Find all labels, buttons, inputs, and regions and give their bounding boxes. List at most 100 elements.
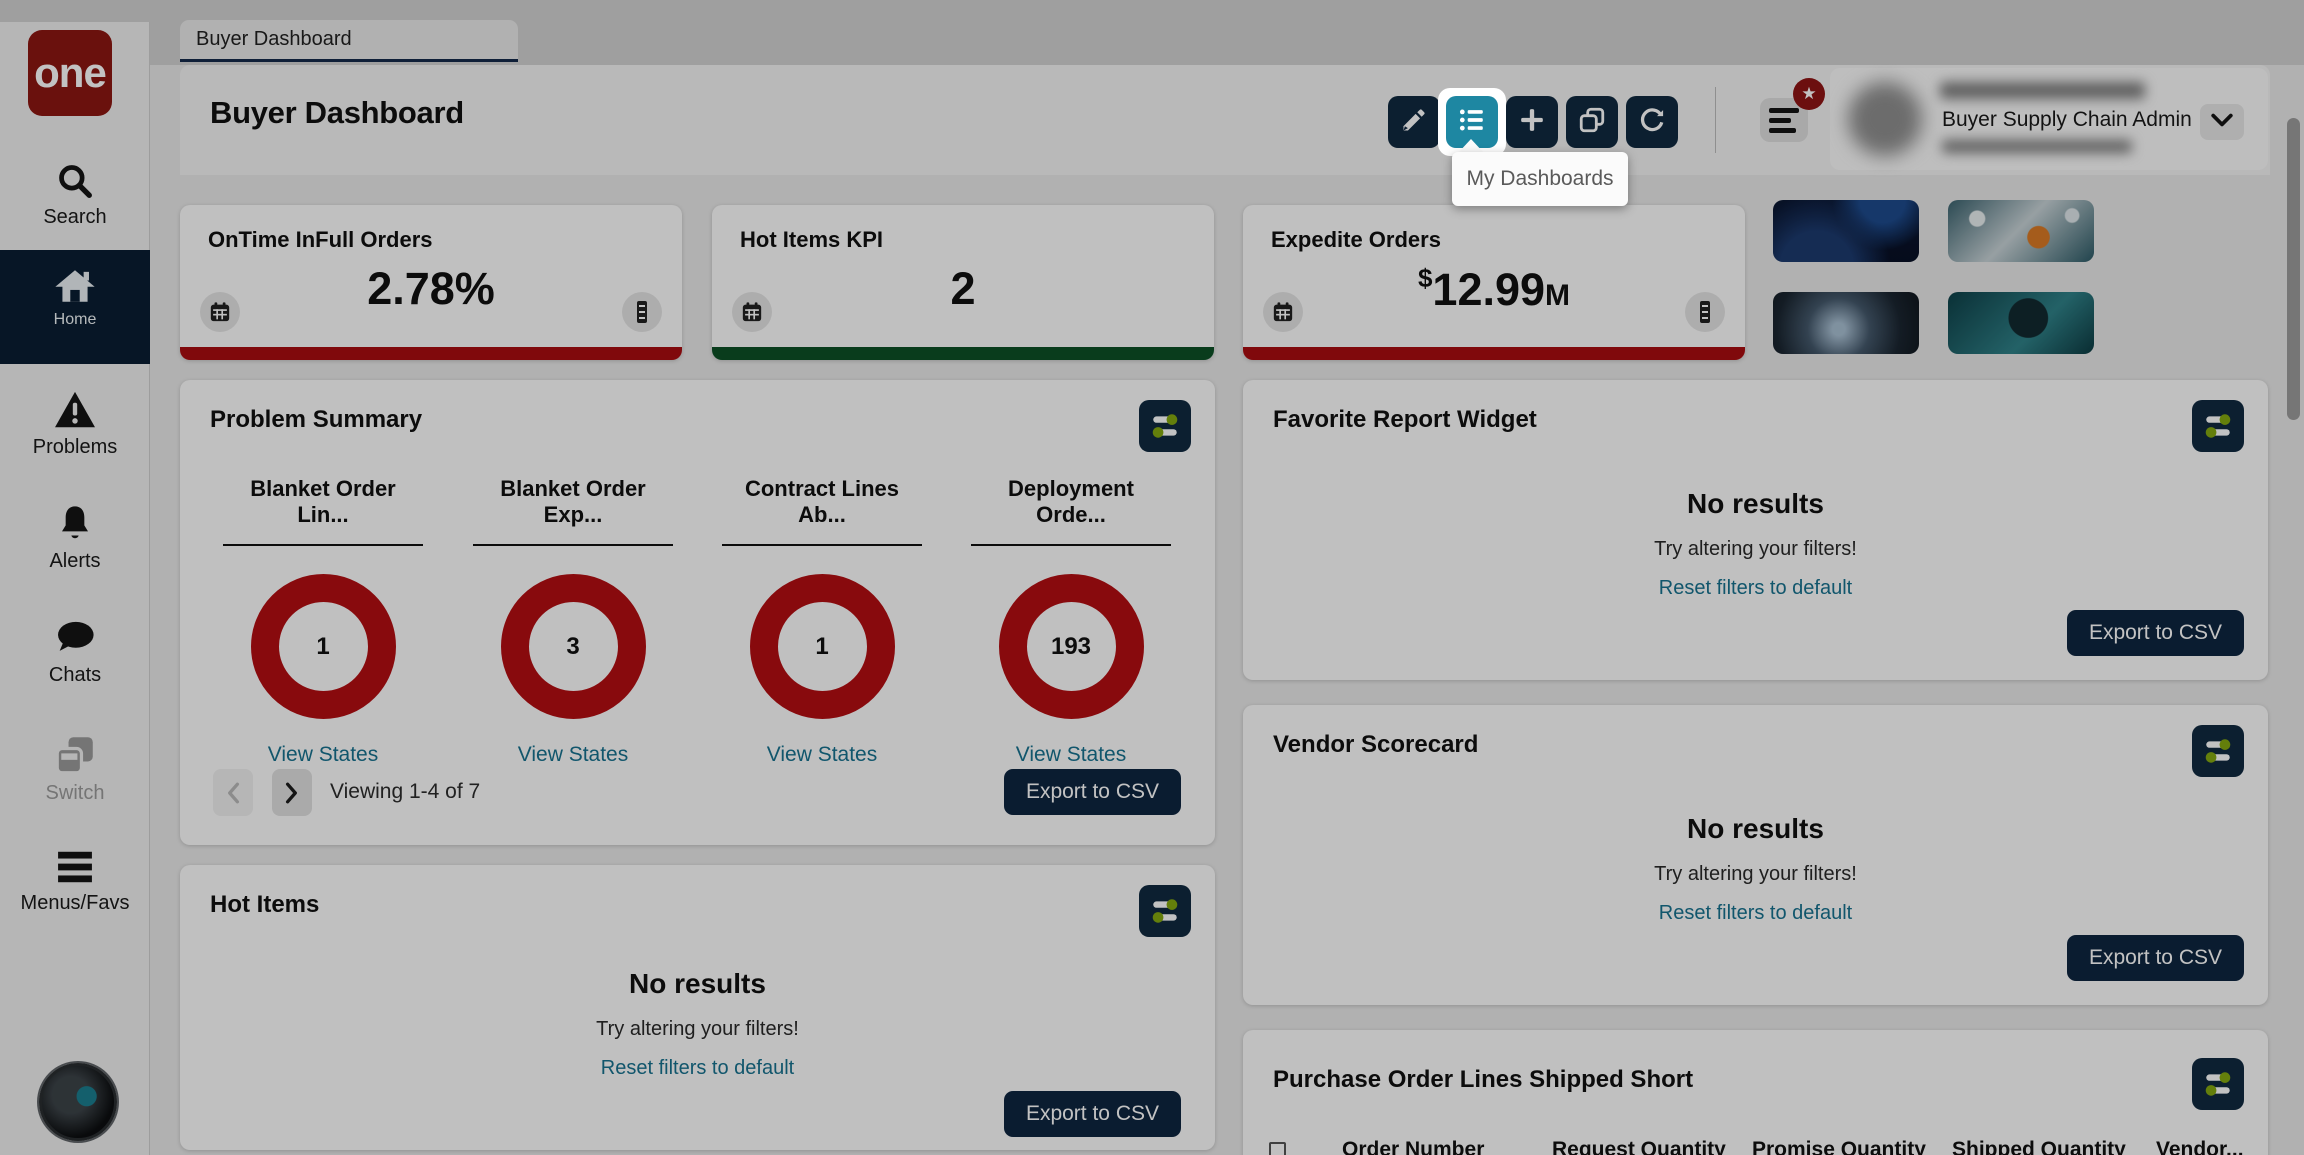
logo-text: one (34, 49, 107, 96)
sidebar-label: Switch (45, 782, 105, 804)
value-suffix: M (1545, 279, 1571, 312)
page-header: Buyer Dashboard (180, 65, 2270, 175)
kpi-card-expedite-orders[interactable]: Expedite Orders $12.99M (1243, 205, 1745, 360)
kpi-card-hot-items[interactable]: Hot Items KPI 2 (712, 205, 1214, 360)
sidebar-label: Home (53, 311, 97, 328)
view-states-link[interactable]: View States (267, 743, 379, 766)
no-results-block: No results Try altering your filters! Re… (180, 968, 1215, 1080)
gauge-label: Blanket Order Exp... (473, 476, 673, 546)
view-states-link[interactable]: View States (1015, 743, 1127, 766)
dashboard-thumbnail-silhouette[interactable] (1773, 292, 1919, 354)
plus-icon (1519, 107, 1545, 138)
copy-icon (1578, 106, 1606, 139)
widget-filter-button[interactable] (1139, 885, 1191, 937)
user-panel[interactable]: Buyer Supply Chain Admin (1830, 68, 2268, 170)
kpi-detail-icon-button[interactable] (622, 292, 662, 332)
calendar-icon-button[interactable] (200, 292, 240, 332)
add-dashboard-button[interactable] (1506, 96, 1558, 148)
favorites-star-badge[interactable]: ★ (1793, 78, 1825, 110)
view-states-link[interactable]: View States (517, 743, 629, 766)
select-all-checkbox[interactable] (1269, 1142, 1286, 1155)
no-results-hint: Try altering your filters! (1654, 538, 1857, 560)
no-results-heading: No results (1687, 813, 1824, 844)
gauge-label: Blanket Order Lin... (223, 476, 423, 546)
sidebar-item-search[interactable]: Search (0, 162, 150, 229)
user-name-redacted (1940, 82, 2145, 99)
tab-buyer-dashboard[interactable]: Buyer Dashboard (180, 20, 518, 62)
edit-dashboard-button[interactable] (1388, 96, 1440, 148)
kpi-title: Expedite Orders (1271, 227, 1441, 252)
refresh-dashboard-button[interactable] (1626, 96, 1678, 148)
view-states-link[interactable]: View States (766, 743, 878, 766)
widget-filter-button[interactable] (1139, 400, 1191, 452)
gauge-column: Blanket Order Exp... 3 View States (473, 476, 673, 767)
sidebar-label: Menus/Favs (20, 892, 130, 914)
widget-title: Favorite Report Widget (1273, 406, 1537, 433)
table-column-header[interactable]: Request Quantity (1552, 1138, 1726, 1155)
next-page-button[interactable] (272, 769, 312, 816)
bullet-list-icon (1458, 107, 1486, 138)
kpi-card-ontime-infull[interactable]: OnTime InFull Orders 2.78% (180, 205, 682, 360)
gauge-label: Contract Lines Ab... (722, 476, 922, 546)
page-title: Buyer Dashboard (210, 95, 464, 130)
vertical-scrollbar-thumb[interactable] (2287, 118, 2300, 420)
reset-filters-link[interactable]: Reset filters to default (600, 1056, 795, 1079)
copy-dashboard-button[interactable] (1566, 96, 1618, 148)
table-column-header[interactable]: Order Number (1342, 1138, 1485, 1155)
user-org-redacted (1942, 140, 2132, 153)
dashboard-thumbnail-circuit-globe[interactable] (1948, 292, 2094, 354)
my-dashboards-tooltip: My Dashboards (1452, 152, 1628, 206)
gauge-label: Deployment Orde... (971, 476, 1171, 546)
gauge-column: Deployment Orde... 193 View States (971, 476, 1171, 767)
quick-menu-button[interactable] (1760, 98, 1808, 142)
export-csv-button[interactable]: Export to CSV (2066, 935, 2244, 981)
tooltip-text: My Dashboards (1466, 167, 1614, 190)
reset-filters-link[interactable]: Reset filters to default (1658, 577, 1853, 599)
list-detail-icon (637, 301, 647, 323)
prev-page-button[interactable] (213, 769, 253, 816)
export-csv-button[interactable]: Export to CSV (1003, 1091, 1181, 1137)
bell-icon (0, 502, 150, 544)
widget-title: Hot Items (210, 891, 320, 918)
table-column-header[interactable]: Vendor... (2156, 1138, 2244, 1155)
sidebar-item-home[interactable]: Home (0, 250, 150, 364)
widget-filter-button[interactable] (2192, 725, 2244, 777)
sidebar-item-alerts[interactable]: Alerts (0, 502, 150, 573)
one-logo[interactable]: one (28, 30, 112, 116)
table-column-header[interactable]: Shipped Quantity (1952, 1138, 2126, 1155)
export-csv-button[interactable]: Export to CSV (1003, 769, 1181, 815)
kpi-detail-icon-button[interactable] (1685, 292, 1725, 332)
table-column-header[interactable]: Promise Quantity (1752, 1138, 1926, 1155)
kpi-status-bar (1243, 347, 1745, 360)
widget-title: Problem Summary (210, 406, 423, 433)
sidebar-item-chats[interactable]: Chats (0, 618, 150, 687)
user-menu-button[interactable] (2200, 104, 2244, 140)
filter-sliders-icon (1152, 899, 1178, 923)
dashboard-thumbnail-tech-icons[interactable] (1948, 200, 2094, 262)
search-icon (0, 162, 150, 200)
calendar-icon (742, 302, 762, 322)
no-results-hint: Try altering your filters! (1654, 863, 1857, 885)
menu-lines-icon (1769, 107, 1799, 133)
user-avatar-redacted (1848, 82, 1922, 156)
currency-prefix: $ (1417, 263, 1433, 293)
calendar-icon-button[interactable] (732, 292, 772, 332)
export-csv-button[interactable]: Export to CSV (2066, 610, 2244, 656)
sidebar-item-menus-favs[interactable]: Menus/Favs (0, 848, 150, 915)
sidebar-item-problems[interactable]: Problems (0, 390, 150, 459)
no-results-block: No results Try altering your filters! Re… (1243, 813, 2268, 925)
reset-filters-link[interactable]: Reset filters to default (1658, 902, 1853, 924)
widget-filter-button[interactable] (2192, 1058, 2244, 1110)
filter-sliders-icon (1152, 414, 1178, 438)
chevron-right-icon (285, 782, 297, 803)
kpi-status-bar (180, 347, 682, 360)
calendar-icon-button[interactable] (1263, 292, 1303, 332)
warning-triangle-icon (0, 390, 150, 430)
kpi-title: OnTime InFull Orders (208, 227, 433, 252)
dashboard-thumbnail-network-globe[interactable] (1773, 200, 1919, 262)
workspace-avatar[interactable] (39, 1063, 117, 1141)
sidebar-label: Alerts (49, 550, 101, 572)
widget-filter-button[interactable] (2192, 400, 2244, 452)
hamburger-icon (0, 848, 150, 886)
